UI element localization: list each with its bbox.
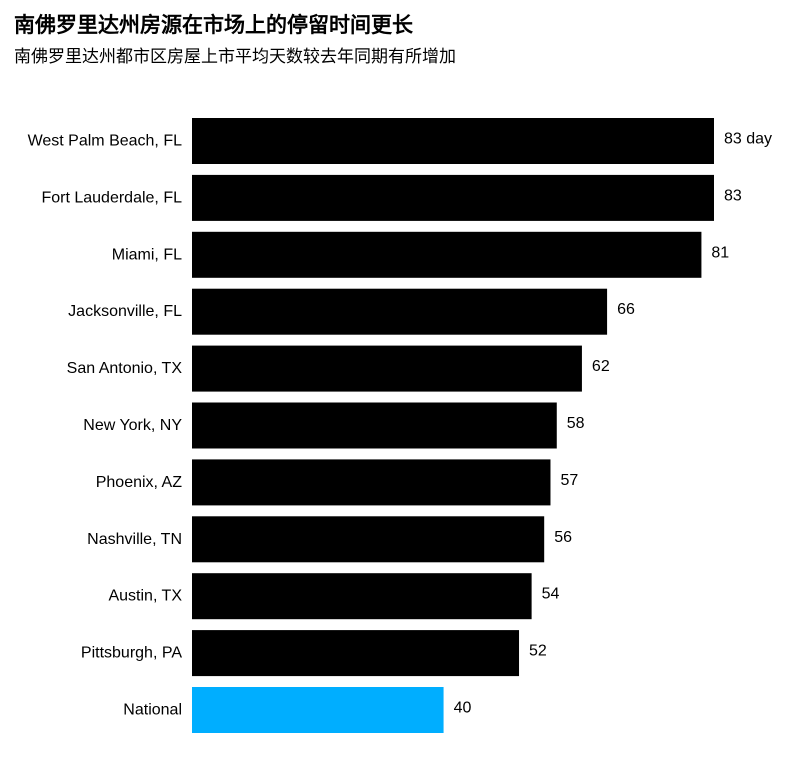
bar-miami-fl <box>192 231 702 278</box>
chart-header: 南佛罗里达州房源在市场上的停留时间更长 南佛罗里达州都市区房屋上市平均天数较去年… <box>14 10 784 70</box>
value-label-new-york-ny: 58 <box>567 415 585 432</box>
bar-fort-lauderdale-fl <box>192 174 714 221</box>
category-label-phoenix-az: Phoenix, AZ <box>96 474 183 491</box>
value-label-phoenix-az: 57 <box>560 472 578 489</box>
bar-new-york-ny <box>192 402 557 449</box>
category-label-jacksonville-fl: Jacksonville, FL <box>68 303 182 320</box>
category-label-pittsburgh-pa: Pittsburgh, PA <box>81 645 182 662</box>
category-label-miami-fl: Miami, FL <box>112 246 182 263</box>
category-label-new-york-ny: New York, NY <box>83 417 182 434</box>
bar-nashville-tn <box>192 516 545 563</box>
category-label-austin-tx: Austin, TX <box>108 588 182 605</box>
value-label-west-palm-beach-fl: 83 day <box>724 131 772 148</box>
category-label-national: National <box>123 702 182 719</box>
bar-san-antonio-tx <box>192 345 582 392</box>
value-label-austin-tx: 54 <box>542 586 560 603</box>
value-label-jacksonville-fl: 66 <box>617 301 635 318</box>
chart-subtitle: 南佛罗里达州都市区房屋上市平均天数较去年同期有所增加 <box>14 47 456 67</box>
value-label-national: 40 <box>454 700 472 717</box>
category-label-west-palm-beach-fl: West Palm Beach, FL <box>28 133 183 150</box>
value-label-san-antonio-tx: 62 <box>592 358 610 375</box>
value-label-miami-fl: 81 <box>711 244 729 261</box>
bar-jacksonville-fl <box>192 288 608 335</box>
bar-phoenix-az <box>192 459 551 506</box>
category-label-san-antonio-tx: San Antonio, TX <box>67 360 183 377</box>
bar-national <box>192 687 444 733</box>
bar-pittsburgh-pa <box>192 630 520 677</box>
category-label-nashville-tn: Nashville, TN <box>87 531 182 548</box>
value-label-pittsburgh-pa: 52 <box>529 643 547 660</box>
bar-west-palm-beach-fl <box>192 118 714 164</box>
category-label-fort-lauderdale-fl: Fort Lauderdale, FL <box>41 189 182 206</box>
chart-title: 南佛罗里达州房源在市场上的停留时间更长 <box>14 13 413 37</box>
value-label-fort-lauderdale-fl: 83 <box>724 187 742 204</box>
value-label-nashville-tn: 56 <box>554 529 572 546</box>
bar-austin-tx <box>192 573 532 620</box>
